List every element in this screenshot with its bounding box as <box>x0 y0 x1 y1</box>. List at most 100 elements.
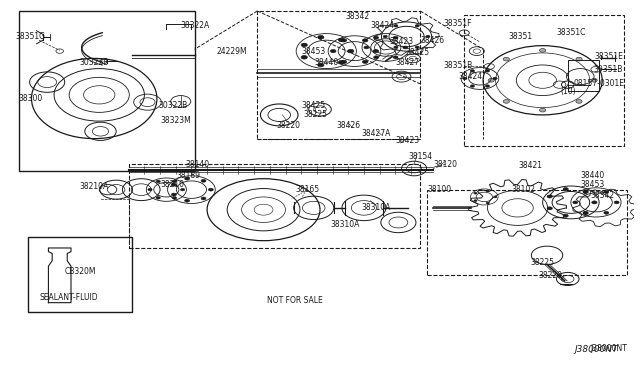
Circle shape <box>474 200 477 202</box>
Text: 38440: 38440 <box>580 171 605 180</box>
Circle shape <box>485 70 490 72</box>
Bar <box>568 60 599 91</box>
Text: 38225: 38225 <box>303 110 327 119</box>
Text: 38453: 38453 <box>301 46 326 55</box>
Circle shape <box>341 39 347 42</box>
Text: 38100: 38100 <box>427 185 451 194</box>
Bar <box>19 11 195 171</box>
Circle shape <box>415 46 419 48</box>
Circle shape <box>317 63 324 67</box>
Circle shape <box>547 207 552 210</box>
Circle shape <box>362 60 368 64</box>
Circle shape <box>470 85 474 87</box>
Text: 38220: 38220 <box>539 271 563 280</box>
Text: (10): (10) <box>560 87 575 96</box>
Circle shape <box>394 46 398 48</box>
Text: 38140: 38140 <box>186 160 210 169</box>
Text: 38342: 38342 <box>346 12 370 21</box>
Text: 38342: 38342 <box>590 190 614 200</box>
Circle shape <box>393 36 398 39</box>
Circle shape <box>503 57 509 61</box>
Circle shape <box>576 57 582 61</box>
Bar <box>464 15 624 146</box>
Circle shape <box>339 38 345 42</box>
Bar <box>427 190 627 275</box>
Circle shape <box>563 187 568 190</box>
Circle shape <box>485 85 490 87</box>
Text: 38351: 38351 <box>509 32 532 41</box>
Circle shape <box>576 100 582 103</box>
Circle shape <box>503 100 509 103</box>
Circle shape <box>172 193 177 196</box>
Circle shape <box>373 49 379 53</box>
Circle shape <box>463 77 467 80</box>
Circle shape <box>374 36 379 39</box>
Text: J38000NT: J38000NT <box>574 345 618 354</box>
Circle shape <box>180 189 185 191</box>
Circle shape <box>540 49 546 52</box>
Circle shape <box>348 49 354 53</box>
Circle shape <box>339 60 345 64</box>
Circle shape <box>184 199 189 202</box>
Circle shape <box>614 201 619 204</box>
Circle shape <box>330 49 336 53</box>
Bar <box>129 164 420 248</box>
Circle shape <box>172 183 177 186</box>
Bar <box>28 237 132 312</box>
Circle shape <box>317 35 324 39</box>
Text: NOT FOR SALE: NOT FOR SALE <box>267 296 323 305</box>
Circle shape <box>364 46 369 49</box>
Circle shape <box>540 108 546 112</box>
Text: 38425: 38425 <box>405 48 429 57</box>
Text: 38427: 38427 <box>396 58 420 67</box>
Circle shape <box>486 202 490 204</box>
Circle shape <box>301 43 307 47</box>
Circle shape <box>362 39 368 42</box>
Text: 30322B: 30322B <box>158 101 188 110</box>
Circle shape <box>184 177 189 180</box>
Text: 38310A: 38310A <box>362 203 391 212</box>
Circle shape <box>583 212 588 215</box>
Circle shape <box>374 56 379 59</box>
Text: 38210: 38210 <box>161 180 184 189</box>
Text: 38423: 38423 <box>390 38 413 46</box>
Text: 24229M: 24229M <box>217 46 248 55</box>
Circle shape <box>592 201 597 204</box>
Bar <box>257 11 420 139</box>
Circle shape <box>573 201 578 204</box>
Text: SEALANT-FLUID: SEALANT-FLUID <box>40 293 99 302</box>
Circle shape <box>470 70 474 72</box>
Text: 38154: 38154 <box>408 153 433 161</box>
Circle shape <box>493 77 497 80</box>
Text: 38102: 38102 <box>512 185 536 194</box>
Text: J38000NT: J38000NT <box>590 344 627 353</box>
Text: 38424: 38424 <box>371 21 395 30</box>
Text: 38225: 38225 <box>531 258 555 267</box>
Text: 38423: 38423 <box>396 136 420 145</box>
Text: 38351C: 38351C <box>556 28 586 37</box>
Circle shape <box>426 35 430 38</box>
Circle shape <box>148 189 152 191</box>
Circle shape <box>341 60 347 64</box>
Circle shape <box>604 211 609 214</box>
Text: 38310A: 38310A <box>330 220 360 229</box>
Text: 38351E: 38351E <box>594 52 623 61</box>
Text: 38323M: 38323M <box>161 116 191 125</box>
Text: 38189: 38189 <box>176 171 200 180</box>
Circle shape <box>583 190 588 193</box>
Text: 38426: 38426 <box>421 36 445 45</box>
Text: 38351G: 38351G <box>15 32 45 41</box>
Text: 39351B: 39351B <box>594 65 623 74</box>
Circle shape <box>563 214 568 217</box>
Circle shape <box>415 25 419 27</box>
Circle shape <box>393 56 398 59</box>
Circle shape <box>172 180 177 183</box>
Circle shape <box>383 35 387 38</box>
Circle shape <box>583 190 588 193</box>
Text: 38351B: 38351B <box>444 61 472 70</box>
Circle shape <box>583 211 588 214</box>
Text: 38425: 38425 <box>301 101 326 110</box>
Circle shape <box>486 190 490 192</box>
Text: 38453: 38453 <box>580 180 605 189</box>
Text: 38220: 38220 <box>276 121 301 130</box>
